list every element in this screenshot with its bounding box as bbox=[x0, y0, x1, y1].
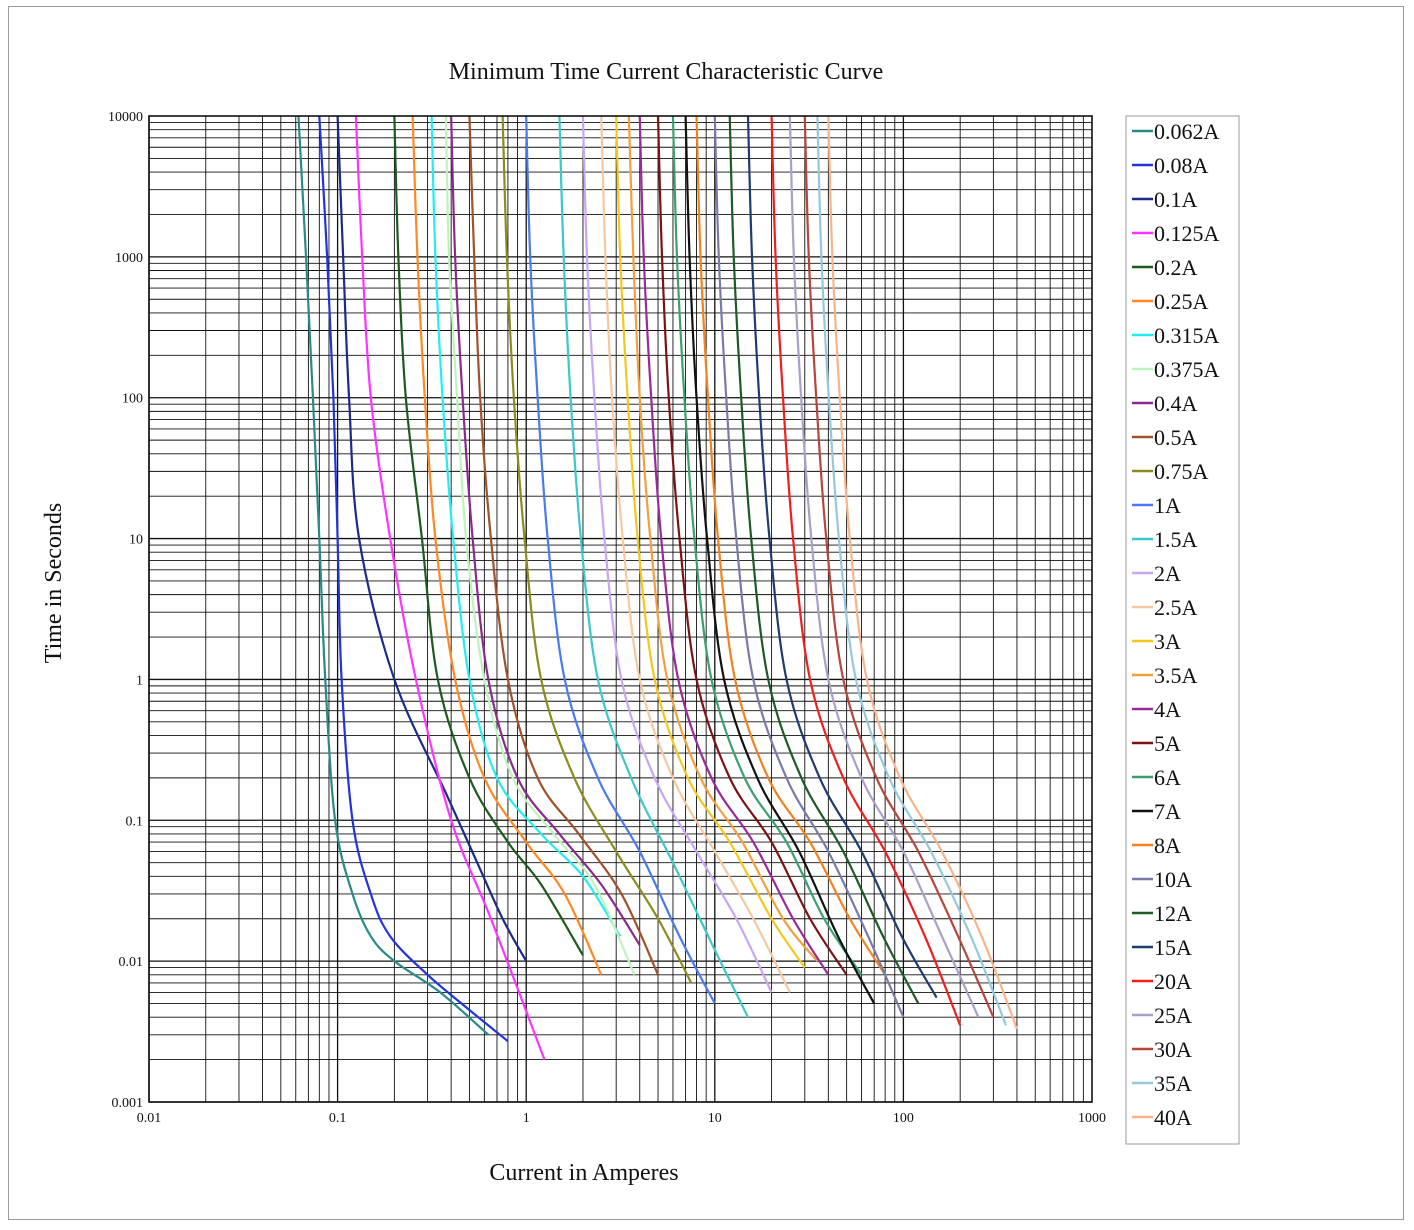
series-curve-1A bbox=[525, 115, 716, 1005]
series-curve-0.1A bbox=[336, 115, 528, 962]
legend-label: 0.062A bbox=[1154, 119, 1220, 144]
legend-label: 15A bbox=[1154, 935, 1192, 960]
y-tick-label: 10 bbox=[129, 533, 143, 548]
y-tick-label: 0.1 bbox=[126, 814, 144, 829]
series-curve-2.5A bbox=[600, 115, 791, 993]
legend-label: 8A bbox=[1154, 833, 1181, 858]
legend-label: 20A bbox=[1154, 969, 1192, 994]
series-curve-0.25A bbox=[411, 115, 603, 976]
x-tick-label: 10 bbox=[708, 1111, 722, 1126]
series-curve-0.75A bbox=[501, 115, 693, 984]
series-curve-15A bbox=[746, 115, 938, 999]
legend-label: 3A bbox=[1154, 629, 1181, 654]
chart-title: Minimum Time Current Characteristic Curv… bbox=[449, 59, 884, 85]
legend-label: 1A bbox=[1154, 493, 1181, 518]
legend-label: 2.5A bbox=[1154, 595, 1198, 620]
series-curve-35A bbox=[816, 115, 1008, 1026]
series-curve-6A bbox=[671, 115, 863, 976]
series-curve-0.315A bbox=[430, 115, 622, 937]
series-curve-5A bbox=[656, 115, 848, 976]
legend-label: 40A bbox=[1154, 1105, 1192, 1130]
y-tick-label: 0.001 bbox=[112, 1096, 144, 1111]
legend-label: 6A bbox=[1154, 765, 1181, 790]
chart-frame: Minimum Time Current Characteristic Curv… bbox=[8, 6, 1404, 1220]
legend-label: 0.375A bbox=[1154, 357, 1220, 382]
series-curve-20A bbox=[770, 115, 962, 1026]
legend-label: 2A bbox=[1154, 561, 1181, 586]
legend-label: 0.08A bbox=[1154, 153, 1209, 178]
y-tick-label: 100 bbox=[122, 392, 143, 407]
legend-label: 5A bbox=[1154, 731, 1181, 756]
series-curve-10A bbox=[713, 115, 905, 1018]
x-tick-label: 1000 bbox=[1078, 1111, 1106, 1126]
series-curve-40A bbox=[827, 115, 1018, 1030]
series-curve-3A bbox=[615, 115, 806, 969]
legend-label: 0.25A bbox=[1154, 289, 1209, 314]
x-tick-label: 0.1 bbox=[329, 1111, 347, 1126]
series-curve-4A bbox=[638, 115, 830, 976]
legend-label: 3.5A bbox=[1154, 663, 1198, 688]
fuse-curve-chart: Minimum Time Current Characteristic Curv… bbox=[41, 59, 1240, 1186]
legend-label: 0.125A bbox=[1154, 221, 1220, 246]
y-tick-label: 10000 bbox=[108, 110, 143, 125]
legend-label: 30A bbox=[1154, 1037, 1192, 1062]
legend-label: 7A bbox=[1154, 799, 1181, 824]
legend-label: 12A bbox=[1154, 901, 1192, 926]
plot-border bbox=[148, 115, 1093, 1103]
series-curve-0.125A bbox=[354, 115, 546, 1060]
legend-label: 0.315A bbox=[1154, 323, 1220, 348]
y-tick-label: 0.01 bbox=[119, 955, 144, 970]
series-curve-7A bbox=[684, 115, 876, 1005]
legend-box bbox=[1125, 115, 1240, 1145]
grid bbox=[148, 116, 1092, 1103]
series-curve-1.5A bbox=[558, 115, 749, 1018]
legend-label: 35A bbox=[1154, 1071, 1192, 1096]
legend-label: 0.75A bbox=[1154, 459, 1209, 484]
y-axis-label: Time in Seconds bbox=[41, 503, 67, 663]
x-tick-label: 1 bbox=[523, 1111, 530, 1126]
legend-label: 0.1A bbox=[1154, 187, 1198, 212]
legend-label: 0.5A bbox=[1154, 425, 1198, 450]
y-tick-label: 1 bbox=[136, 673, 143, 688]
series-curve-12A bbox=[728, 115, 920, 1005]
series-curve-30A bbox=[803, 115, 995, 1018]
legend-label: 25A bbox=[1154, 1003, 1192, 1028]
legend-label: 10A bbox=[1154, 867, 1192, 892]
legend-label: 4A bbox=[1154, 697, 1181, 722]
series-curve-0.08A bbox=[318, 115, 509, 1043]
legend-label: 0.2A bbox=[1154, 255, 1198, 280]
legend-label: 1.5A bbox=[1154, 527, 1198, 552]
series-curve-2A bbox=[581, 115, 773, 993]
y-tick-label: 1000 bbox=[115, 251, 143, 266]
series-curve-0.4A bbox=[450, 115, 641, 946]
legend-label: 0.4A bbox=[1154, 391, 1198, 416]
x-tick-label: 100 bbox=[893, 1111, 914, 1126]
series-curve-3.5A bbox=[627, 115, 819, 962]
series-curve-0.2A bbox=[393, 115, 584, 956]
series-curve-0.062A bbox=[297, 115, 490, 1036]
series-curve-0.5A bbox=[468, 115, 660, 976]
tick-labels: 0.01 0.1 1 10 100 10000.0010.010.111010010001… bbox=[108, 110, 1106, 1126]
legend: 0.062A 0.08A 0.1A 0.125A 0.2A 0.25A 0.315A 0.37… bbox=[1125, 115, 1240, 1145]
series-curve-25A bbox=[788, 115, 980, 1018]
x-axis-label: Current in Amperes bbox=[489, 1160, 678, 1186]
series-curve-8A bbox=[695, 115, 887, 976]
series-curves bbox=[297, 115, 1018, 1060]
x-tick-label: 0.01 bbox=[137, 1111, 162, 1126]
series-curve-0.375A bbox=[444, 115, 636, 976]
